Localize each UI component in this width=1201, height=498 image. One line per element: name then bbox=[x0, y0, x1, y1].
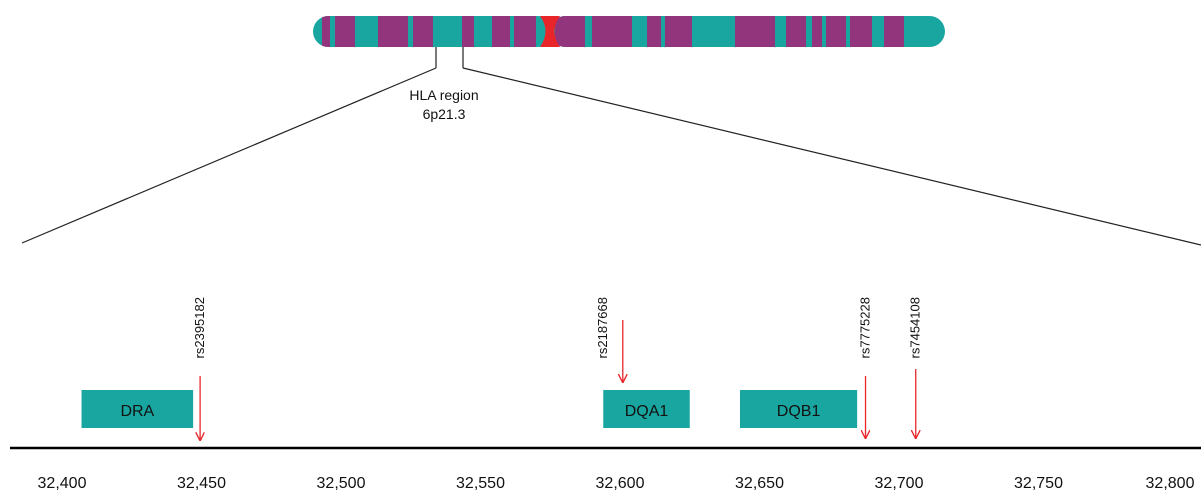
tick-label: 32,500 bbox=[317, 475, 366, 492]
tick-label: 32,750 bbox=[1014, 475, 1063, 492]
tick-label: 32,700 bbox=[875, 475, 924, 492]
tick-label: 32,800 bbox=[1146, 475, 1195, 492]
snp-label: rs2395182 bbox=[192, 297, 207, 358]
zoom-lines bbox=[21, 47, 1201, 246]
snp-label: rs7454108 bbox=[908, 297, 923, 358]
q-arm bbox=[550, 16, 945, 47]
chromosome bbox=[313, 16, 945, 47]
gene-label: DQB1 bbox=[777, 403, 821, 420]
tick-label: 32,450 bbox=[177, 475, 226, 492]
tick-label: 32,650 bbox=[735, 475, 784, 492]
gene bbox=[81, 390, 194, 428]
gene-label: DQA1 bbox=[625, 403, 669, 420]
tick-label: 32,400 bbox=[38, 475, 87, 492]
gene bbox=[603, 390, 690, 428]
snp-label: rs2187668 bbox=[595, 297, 610, 358]
gene-label: DRA bbox=[120, 403, 154, 420]
tick-label: 32,550 bbox=[456, 475, 505, 492]
snp-label: rs7775228 bbox=[858, 297, 873, 358]
tick-label: 32,600 bbox=[596, 475, 645, 492]
gene bbox=[739, 390, 858, 428]
centromere bbox=[540, 16, 560, 47]
region-label: HLA region bbox=[409, 87, 478, 103]
region-band: 6p21.3 bbox=[423, 106, 466, 122]
p-arm bbox=[313, 16, 553, 47]
